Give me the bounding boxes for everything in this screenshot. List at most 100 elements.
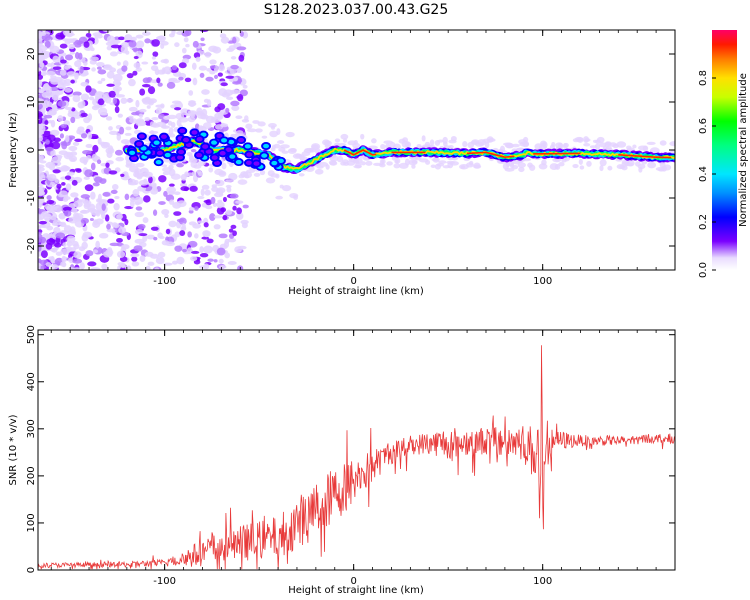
noise-speckle (45, 262, 52, 267)
ridge-blob-core (129, 150, 136, 155)
noise-speckle (43, 100, 50, 108)
noise-speckle (83, 176, 90, 180)
spectrogram-ytick-label: 20 (26, 48, 37, 61)
noise-speckle (200, 188, 205, 197)
noise-speckle (66, 38, 76, 44)
ridge-blob-core (245, 160, 252, 166)
noise-speckle (203, 230, 210, 238)
noise-speckle (91, 135, 99, 140)
noise-speckle (38, 123, 44, 127)
halo-speckle (135, 162, 145, 168)
colorbar-tick-label: 0.0 (698, 262, 709, 278)
noise-speckle (213, 74, 219, 80)
noise-speckle (73, 251, 82, 259)
snr-xtick-label: 0 (350, 576, 356, 587)
noise-speckle (138, 108, 147, 113)
noise-speckle (60, 248, 70, 255)
noise-speckle (174, 107, 182, 111)
colorbar-tick-label: 0.2 (698, 214, 709, 230)
noise-speckle (190, 256, 198, 262)
noise-speckle (111, 184, 119, 191)
noise-speckle (85, 143, 93, 149)
noise-speckle (51, 141, 61, 150)
noise-speckle (171, 30, 176, 36)
halo-speckle (473, 162, 481, 169)
noise-speckle (105, 116, 113, 121)
halo-speckle (621, 165, 628, 171)
halo-speckle (394, 159, 399, 164)
ridge-blob-core (191, 130, 198, 135)
halo-speckle (393, 163, 401, 169)
noise-speckle (144, 251, 154, 257)
noise-speckle (174, 42, 180, 48)
noise-speckle (88, 96, 95, 101)
noise-speckle (158, 175, 167, 183)
noise-speckle (49, 78, 58, 83)
noise-speckle (157, 232, 163, 239)
noise-speckle (232, 80, 242, 85)
noise-speckle (155, 107, 163, 115)
noise-speckle (64, 134, 70, 143)
noise-speckle (115, 88, 120, 96)
noise-speckle (90, 162, 96, 171)
halo-speckle (202, 122, 212, 130)
noise-speckle (40, 72, 47, 76)
noise-speckle (142, 31, 151, 36)
halo-speckle (529, 164, 536, 171)
halo-speckle (562, 143, 568, 150)
noise-speckle (65, 183, 72, 191)
halo-speckle (198, 125, 204, 131)
halo-speckle (184, 171, 189, 178)
noise-speckle (146, 105, 151, 109)
halo-speckle (265, 177, 276, 184)
noise-speckle (138, 233, 148, 237)
noise-speckle (172, 260, 178, 265)
halo-speckle (517, 162, 526, 168)
noise-speckle (116, 237, 123, 243)
noise-speckle (109, 51, 118, 57)
noise-speckle (198, 65, 208, 71)
halo-speckle (438, 160, 447, 164)
noise-speckle (204, 189, 211, 196)
ridge-blob-core (216, 133, 223, 139)
noise-speckle (192, 40, 199, 48)
noise-speckle (232, 205, 237, 211)
halo-speckle (162, 167, 172, 173)
noise-speckle (38, 79, 43, 88)
noise-speckle (61, 142, 68, 150)
noise-speckle (215, 188, 224, 196)
halo-speckle (138, 179, 149, 186)
halo-speckle (269, 130, 279, 138)
halo-speckle (187, 116, 196, 123)
halo-speckle (502, 162, 510, 170)
noise-speckle (235, 200, 244, 204)
noise-speckle (59, 133, 65, 139)
noise-speckle (152, 51, 159, 57)
snr-series-line (38, 345, 675, 570)
noise-speckle (38, 189, 42, 197)
noise-speckle (84, 184, 94, 192)
noise-speckle (38, 213, 41, 218)
noise-speckle (63, 225, 72, 233)
ridge-blob-core (155, 159, 162, 165)
noise-speckle (179, 230, 186, 236)
halo-speckle (143, 171, 153, 178)
noise-speckle (42, 213, 53, 221)
ridge-blob-core (205, 149, 212, 154)
noise-speckle (74, 52, 80, 59)
noise-speckle (114, 149, 124, 156)
noise-speckle (52, 55, 60, 63)
noise-speckle (135, 99, 140, 108)
noise-speckle (235, 115, 243, 120)
noise-speckle (132, 189, 140, 197)
ridge-blob-core (244, 144, 251, 149)
noise-speckle (126, 72, 134, 79)
spectrogram-xtick-label: -100 (153, 276, 176, 287)
ridge-blob-core (140, 146, 147, 151)
noise-speckle (230, 56, 237, 60)
halo-speckle (170, 173, 181, 180)
noise-speckle (81, 241, 88, 250)
noise-speckle (187, 231, 192, 238)
noise-speckle (102, 30, 113, 33)
